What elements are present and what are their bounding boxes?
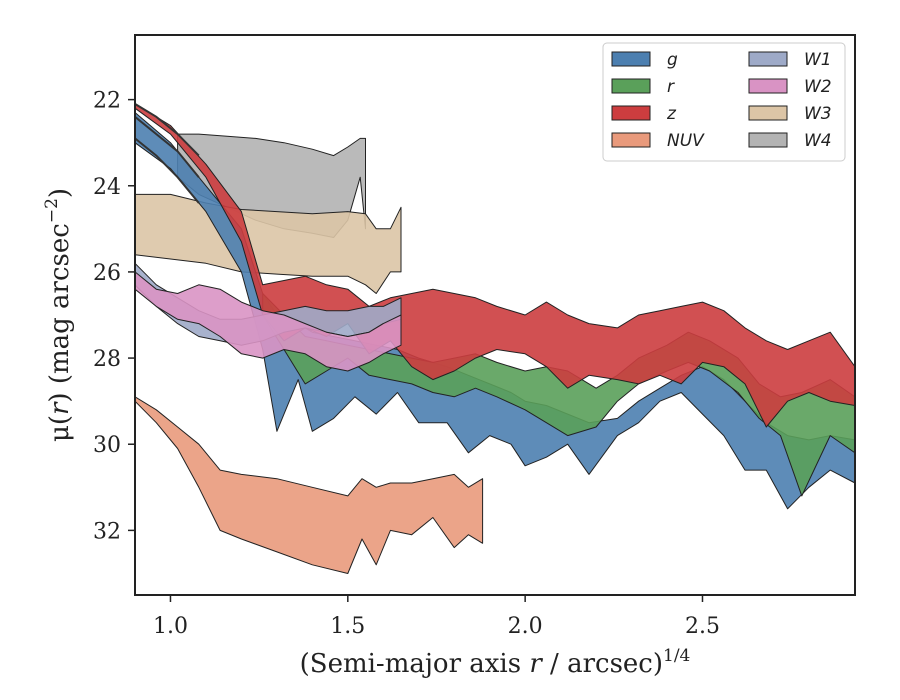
legend-swatch-nuv bbox=[611, 132, 651, 148]
legend: grz NUV W1 W2 W3 W4 bbox=[602, 42, 846, 162]
y-ticks: 22 24 26 28 30 32 bbox=[93, 89, 135, 544]
plot-frame bbox=[134, 34, 856, 596]
band-w2 bbox=[135, 271, 402, 372]
x-axis-label-pre: (Semi-major axis bbox=[300, 649, 530, 679]
legend-label-w2: W2 bbox=[804, 77, 832, 97]
y-tick-label: 24 bbox=[93, 175, 121, 200]
center-line-g bbox=[135, 137, 200, 204]
legend-label-w1: W1 bbox=[804, 50, 832, 70]
x-tick-label: 2.0 bbox=[508, 614, 543, 639]
center-line-r bbox=[135, 116, 200, 178]
y-axis-label-var: r bbox=[45, 401, 75, 415]
band-nuv bbox=[135, 396, 484, 574]
legend-swatch-w1 bbox=[748, 51, 788, 67]
legend-label-w3: W3 bbox=[804, 104, 832, 124]
y-axis-label-sup: −2 bbox=[42, 198, 62, 223]
y-tick-label: 26 bbox=[93, 261, 121, 286]
band-w3 bbox=[135, 193, 402, 294]
center-line-z bbox=[135, 103, 200, 157]
x-tick-label: 2.5 bbox=[685, 614, 720, 639]
x-ticks: 1.0 1.5 2.0 2.5 bbox=[153, 595, 720, 639]
x-axis-label-var: r bbox=[529, 649, 543, 679]
legend-box bbox=[602, 42, 846, 162]
legend-swatch-w2 bbox=[748, 78, 788, 94]
legend-swatch-z bbox=[611, 105, 651, 121]
x-axis-label-sup: 1/4 bbox=[663, 646, 690, 666]
band-layer bbox=[135, 103, 855, 574]
legend-label-r: r bbox=[667, 77, 675, 97]
legend-swatch-g bbox=[611, 51, 651, 67]
legend-swatch-r bbox=[611, 78, 651, 94]
legend-label-nuv: NUV bbox=[667, 131, 705, 151]
legend-label-z: z bbox=[666, 104, 677, 124]
y-tick-label: 28 bbox=[93, 347, 121, 372]
center-lines-layer bbox=[135, 103, 200, 204]
legend-swatch-w4 bbox=[748, 132, 788, 148]
x-tick-label: 1.0 bbox=[153, 614, 188, 639]
y-tick-label: 22 bbox=[93, 89, 121, 114]
legend-label-w4: W4 bbox=[804, 131, 832, 151]
x-tick-label: 1.5 bbox=[330, 614, 365, 639]
y-axis-label-mid: ) (mag arcsec bbox=[45, 223, 75, 402]
legend-swatch-w3 bbox=[748, 105, 788, 121]
y-tick-label: 30 bbox=[93, 433, 121, 458]
y-axis-label-mu: μ( bbox=[45, 415, 75, 442]
legend-label-g: g bbox=[667, 50, 678, 70]
x-axis-label-post: / arcsec) bbox=[542, 649, 663, 679]
y-axis-label-end: ) bbox=[45, 188, 75, 198]
y-axis-label: μ(r) (mag arcsec−2) bbox=[42, 188, 75, 442]
x-axis-label: (Semi-major axis r / arcsec)1/4 bbox=[300, 646, 691, 679]
y-tick-label: 32 bbox=[93, 519, 121, 544]
